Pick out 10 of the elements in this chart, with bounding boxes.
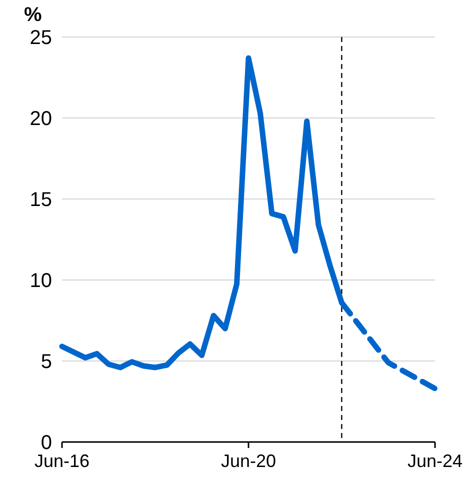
- y-tick-label: 20: [30, 108, 52, 130]
- x-tick-label: Jun-24: [407, 451, 463, 471]
- y-tick-label: 5: [40, 351, 52, 373]
- y-tick-label: 0: [40, 432, 52, 454]
- y-tick-label: 10: [30, 270, 52, 292]
- y-tick-label: 25: [30, 27, 52, 49]
- x-tick-label: Jun-16: [34, 451, 90, 471]
- y-tick-label: 15: [30, 189, 52, 211]
- x-tick-label: Jun-20: [220, 451, 276, 471]
- y-axis-title: %: [24, 4, 42, 26]
